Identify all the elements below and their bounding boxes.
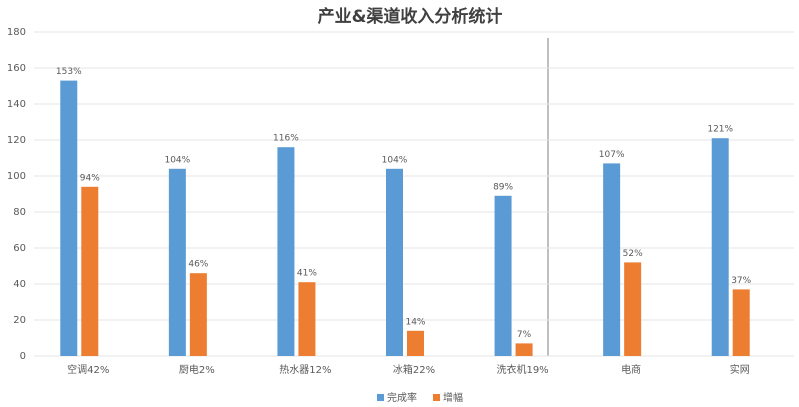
- bar: [603, 163, 621, 356]
- bar: [60, 80, 78, 356]
- legend-swatch: [377, 394, 384, 401]
- value-label: 41%: [297, 269, 317, 279]
- bar: [515, 343, 533, 356]
- x-tick-label: 空调42%: [67, 363, 109, 376]
- bar: [168, 168, 186, 356]
- bar: [298, 282, 316, 356]
- y-tick-label: 80: [13, 207, 26, 218]
- value-label: 116%: [273, 134, 299, 144]
- x-tick-label: 冰箱22%: [393, 363, 435, 376]
- bar: [386, 168, 403, 356]
- y-tick-label: 100: [7, 171, 26, 182]
- x-tick-label: 实网: [730, 363, 750, 376]
- bar: [624, 262, 642, 356]
- x-tick-label: 厨电2%: [179, 363, 215, 376]
- y-tick-label: 140: [7, 99, 26, 110]
- bar: [189, 273, 207, 356]
- value-label: 89%: [493, 182, 513, 192]
- value-label: 107%: [599, 150, 625, 160]
- value-label: 94%: [80, 173, 100, 183]
- bar: [81, 186, 99, 356]
- value-label: 104%: [164, 155, 190, 165]
- bar: [277, 147, 295, 356]
- legend-label: 增幅: [443, 391, 463, 404]
- x-tick-label: 热水器12%: [279, 363, 331, 376]
- bar: [732, 289, 750, 356]
- bar: [711, 138, 729, 356]
- chart-title: 产业&渠道收入分析统计: [318, 6, 503, 27]
- value-label: 37%: [731, 276, 751, 286]
- y-tick-label: 120: [7, 135, 26, 146]
- value-label: 7%: [517, 330, 532, 340]
- value-label: 52%: [623, 249, 643, 259]
- value-label: 104%: [382, 155, 408, 165]
- y-tick-label: 40: [13, 279, 26, 290]
- bar: [407, 330, 424, 356]
- y-tick-label: 0: [20, 351, 26, 362]
- x-tick-label: 电商: [621, 363, 641, 376]
- legend-label: 完成率: [387, 391, 417, 404]
- legend-swatch: [433, 394, 440, 401]
- y-tick-label: 180: [7, 27, 26, 38]
- y-tick-label: 60: [13, 243, 26, 254]
- value-label: 121%: [707, 125, 733, 135]
- y-tick-label: 160: [7, 63, 26, 74]
- value-label: 46%: [188, 260, 208, 270]
- bar: [494, 195, 512, 356]
- value-label: 14%: [405, 317, 425, 327]
- x-tick-label: 洗衣机19%: [496, 363, 548, 376]
- y-tick-label: 20: [13, 315, 26, 326]
- value-label: 153%: [56, 67, 82, 77]
